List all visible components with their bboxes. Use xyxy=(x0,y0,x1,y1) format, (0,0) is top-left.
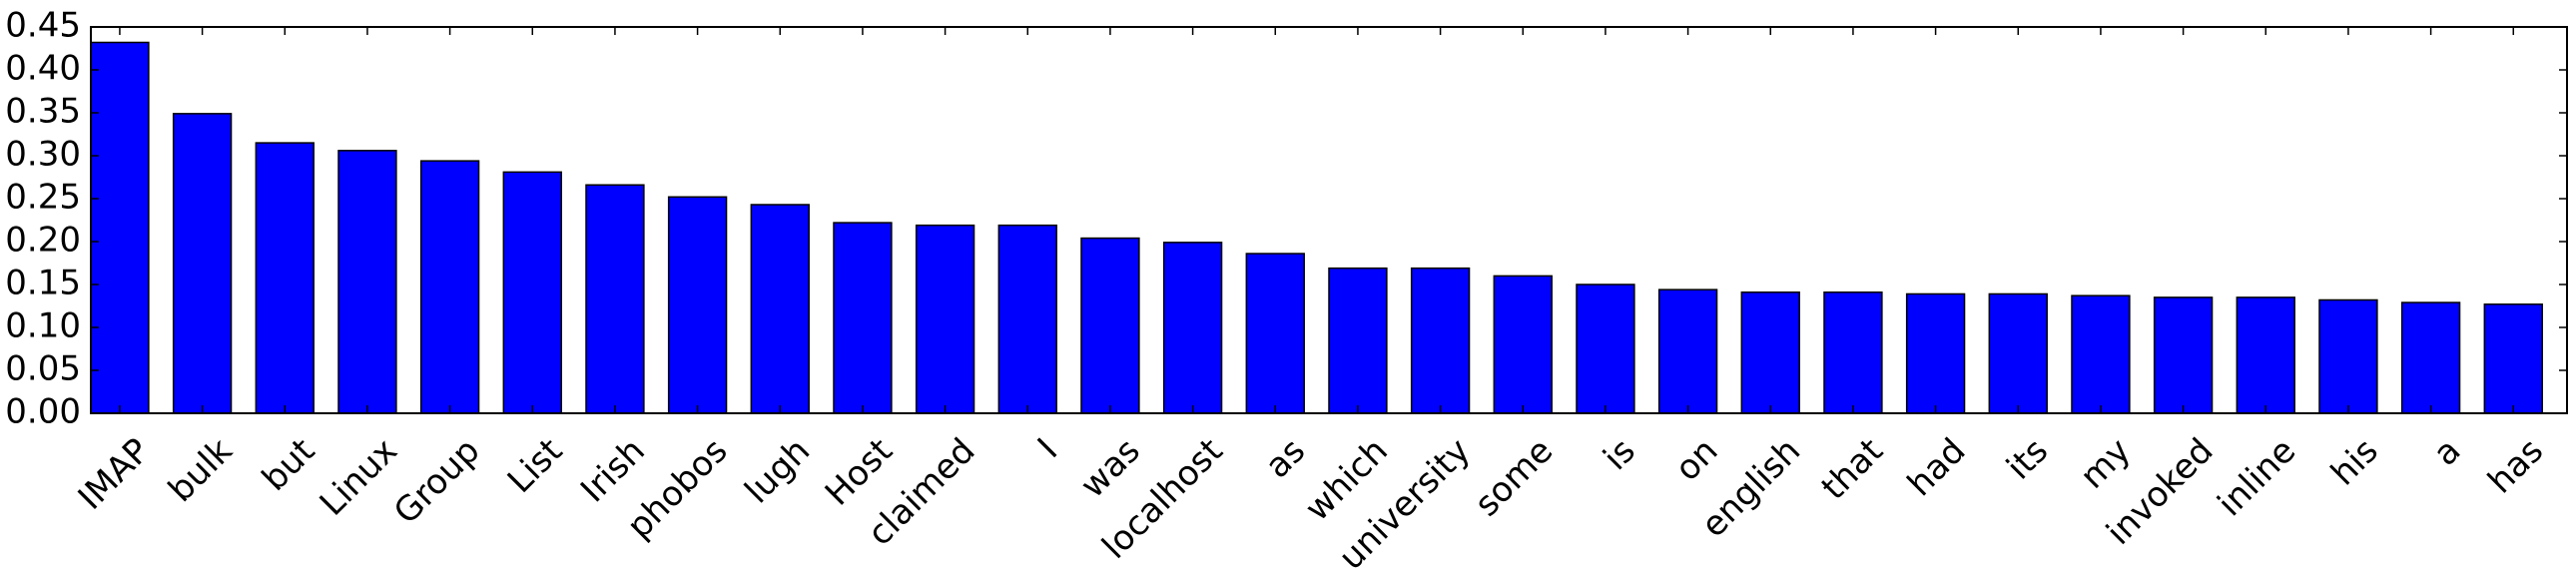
bar-but xyxy=(255,142,315,414)
x-tick-label: was xyxy=(1073,431,1148,506)
bar-linux xyxy=(337,150,397,414)
x-tick-label: I xyxy=(1030,431,1065,466)
bar-which xyxy=(1328,267,1388,414)
bar-his xyxy=(2318,298,2378,414)
y-tick-label: 0.05 xyxy=(5,349,81,389)
x-tick-label: a xyxy=(2425,431,2468,474)
bar-my xyxy=(2071,294,2131,414)
y-tick-label: 0.45 xyxy=(5,6,81,46)
x-tick-label: had xyxy=(1900,431,1974,505)
plot-frame xyxy=(90,26,2568,414)
x-tick-label: as xyxy=(1258,431,1314,487)
x-tick-label: on xyxy=(1667,431,1725,489)
bar-localhost xyxy=(1162,242,1223,414)
bar-group xyxy=(419,160,480,414)
bar-university xyxy=(1410,267,1471,414)
bar-irish xyxy=(585,184,645,414)
x-tick-label: inline xyxy=(2211,431,2304,525)
y-tick-label: 0.25 xyxy=(5,178,81,218)
x-tick-label: bulk xyxy=(161,430,241,510)
bar-is xyxy=(1576,284,1635,414)
y-tick-label: 0.15 xyxy=(5,264,81,303)
y-tick-label: 0.00 xyxy=(5,392,81,432)
x-tick-label: has xyxy=(2480,431,2551,502)
x-tick-label: that xyxy=(1814,431,1891,508)
x-tick-label: its xyxy=(1999,431,2056,488)
bar-host xyxy=(833,222,893,414)
y-tick-label: 0.20 xyxy=(5,221,81,261)
x-tick-label: IMAP xyxy=(71,431,158,518)
bar-as xyxy=(1245,253,1305,414)
x-tick-label: is xyxy=(1596,431,1642,478)
bar-imap xyxy=(90,41,150,414)
y-tick-label: 0.40 xyxy=(5,49,81,89)
bar-invoked xyxy=(2153,296,2214,414)
x-tick-label: Group xyxy=(386,431,487,532)
bar-i xyxy=(997,224,1057,414)
bar-claimed xyxy=(915,224,975,414)
bar-list xyxy=(502,171,562,414)
x-tick-label: lugh xyxy=(737,431,818,512)
y-axis-ticks: 0.000.050.100.150.200.250.300.350.400.45 xyxy=(5,6,2567,432)
bar-on xyxy=(1657,288,1718,414)
x-tick-label: his xyxy=(2323,431,2386,494)
y-tick-label: 0.35 xyxy=(5,92,81,132)
bar-english xyxy=(1740,290,1800,414)
bar-bulk xyxy=(172,113,233,414)
bars-layer xyxy=(90,41,2543,414)
x-tick-label: some xyxy=(1467,431,1561,525)
bar-some xyxy=(1493,275,1553,414)
bar-lugh xyxy=(750,204,810,414)
bar-was xyxy=(1080,237,1140,414)
bar-its xyxy=(1988,292,2048,414)
bar-a xyxy=(2400,301,2461,414)
bar-had xyxy=(1905,292,1966,414)
bar-has xyxy=(2483,303,2543,414)
y-tick-label: 0.10 xyxy=(5,306,81,346)
bar-inline xyxy=(2236,296,2295,414)
bar-that xyxy=(1823,290,1883,414)
x-tick-label: List xyxy=(500,431,570,501)
y-tick-label: 0.30 xyxy=(5,135,81,175)
bar-phobos xyxy=(667,196,728,414)
x-tick-label: but xyxy=(255,431,322,499)
x-tick-label: my xyxy=(2073,431,2139,497)
